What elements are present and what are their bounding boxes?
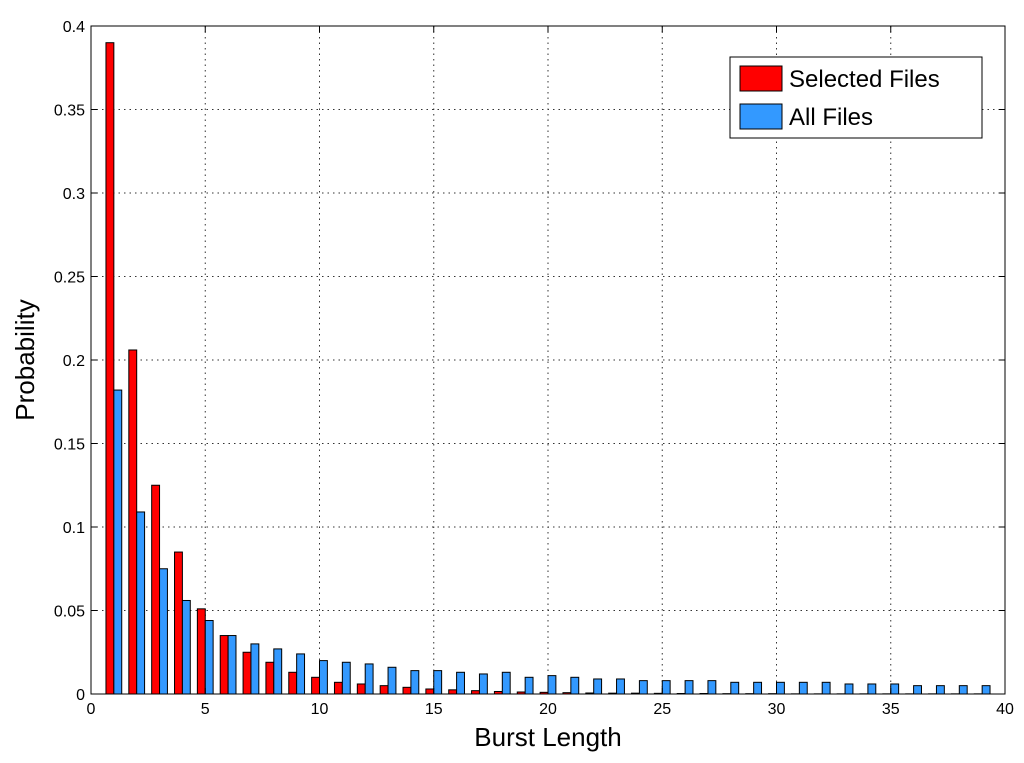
bar-all-files-30 <box>776 681 785 695</box>
legend-label-selected-files: Selected Files <box>789 66 940 93</box>
x-tick-label: 30 <box>768 701 786 718</box>
legend-swatch-selected-files <box>739 65 783 92</box>
bar-selected-files-14 <box>402 686 412 695</box>
bar-all-files-22 <box>593 678 603 695</box>
bar-all-files-37 <box>935 685 945 695</box>
x-tick-label: 40 <box>996 701 1014 718</box>
bar-selected-files-10 <box>311 676 321 695</box>
x-axis-label: Burst Length <box>474 722 621 752</box>
bar-all-files-21 <box>570 676 580 695</box>
bar-all-files-10 <box>319 660 328 695</box>
legend: Selected Files All Files <box>729 56 983 139</box>
bar-selected-files-5 <box>196 608 206 695</box>
bar-all-files-8 <box>273 648 283 695</box>
x-tick-label: 10 <box>311 701 329 718</box>
bar-all-files-16 <box>456 671 465 695</box>
bar-all-files-35 <box>890 683 900 695</box>
bar-all-files-27 <box>707 680 717 695</box>
bar-all-files-33 <box>844 683 854 695</box>
bar-all-files-5 <box>204 620 214 695</box>
x-tick-label: 25 <box>653 701 671 718</box>
y-tick-label: 0.2 <box>63 353 85 370</box>
y-axis-label: Probability <box>10 299 40 420</box>
bar-selected-files-9 <box>288 671 298 695</box>
bar-all-files-32 <box>821 681 831 695</box>
bar-selected-files-2 <box>128 349 138 695</box>
bar-all-files-25 <box>661 680 671 695</box>
bar-selected-files-8 <box>265 661 275 695</box>
y-tick-label: 0.4 <box>63 19 85 36</box>
x-tick-label: 15 <box>425 701 443 718</box>
x-tick-label: 20 <box>539 701 557 718</box>
legend-label-all-files: All Files <box>789 104 873 131</box>
bar-all-files-29 <box>753 681 763 695</box>
bar-all-files-19 <box>524 676 534 695</box>
y-tick-label: 0 <box>76 687 85 704</box>
bar-selected-files-15 <box>425 688 435 695</box>
bar-all-files-6 <box>227 635 237 695</box>
bar-all-files-9 <box>296 653 306 695</box>
bar-all-files-2 <box>136 511 146 695</box>
bar-selected-files-13 <box>379 685 389 695</box>
bar-all-files-34 <box>867 683 877 695</box>
bar-selected-files-16 <box>448 689 458 695</box>
bar-all-files-20 <box>547 675 557 695</box>
bar-all-files-15 <box>433 670 443 695</box>
grid-lines <box>91 26 1005 694</box>
bar-all-files-13 <box>387 666 397 695</box>
y-tick-label: 0.05 <box>54 604 85 621</box>
y-tick-label: 0.1 <box>63 520 85 537</box>
bar-all-files-17 <box>478 673 488 695</box>
bar-selected-files-12 <box>356 683 366 695</box>
bar-all-files-38 <box>958 685 968 695</box>
y-tick-label: 0.35 <box>54 103 85 120</box>
y-tick-label: 0.15 <box>54 437 85 454</box>
bar-all-files-1 <box>113 389 123 695</box>
bar-selected-files-7 <box>242 651 252 695</box>
bar-all-files-23 <box>616 678 625 695</box>
bar-all-files-28 <box>730 681 740 695</box>
bar-selected-files-6 <box>219 635 229 695</box>
bar-selected-files-1 <box>105 42 115 695</box>
axis-ticks: 0 5 10 15 20 25 30 35 40 0 0.05 0.1 0.15 0.2 0.25 0.3 0.… <box>54 19 1014 718</box>
bar-all-files-14 <box>410 670 420 695</box>
bar-all-files-31 <box>798 681 808 695</box>
bar-all-files-36 <box>913 685 922 695</box>
bar-all-files-18 <box>501 671 511 695</box>
bar-all-files-39 <box>981 685 991 695</box>
bar-selected-files-4 <box>174 551 183 695</box>
x-tick-label: 0 <box>87 701 96 718</box>
y-tick-label: 0.3 <box>63 186 85 203</box>
bar-all-files-3 <box>159 568 168 695</box>
bar-all-files-26 <box>684 680 694 695</box>
bar-all-files-24 <box>638 680 648 695</box>
y-tick-label: 0.25 <box>54 270 85 287</box>
bar-selected-files-3 <box>151 484 161 695</box>
bar-all-files-11 <box>341 661 351 695</box>
bar-all-files-7 <box>250 643 260 695</box>
bar-all-files-12 <box>364 663 374 695</box>
legend-swatch-all-files <box>739 103 783 130</box>
bars <box>105 42 991 695</box>
bar-selected-files-17 <box>471 690 480 695</box>
bar-selected-files-11 <box>333 681 343 695</box>
bar-all-files-4 <box>181 599 191 695</box>
x-tick-label: 35 <box>882 701 900 718</box>
x-tick-label: 5 <box>201 701 210 718</box>
